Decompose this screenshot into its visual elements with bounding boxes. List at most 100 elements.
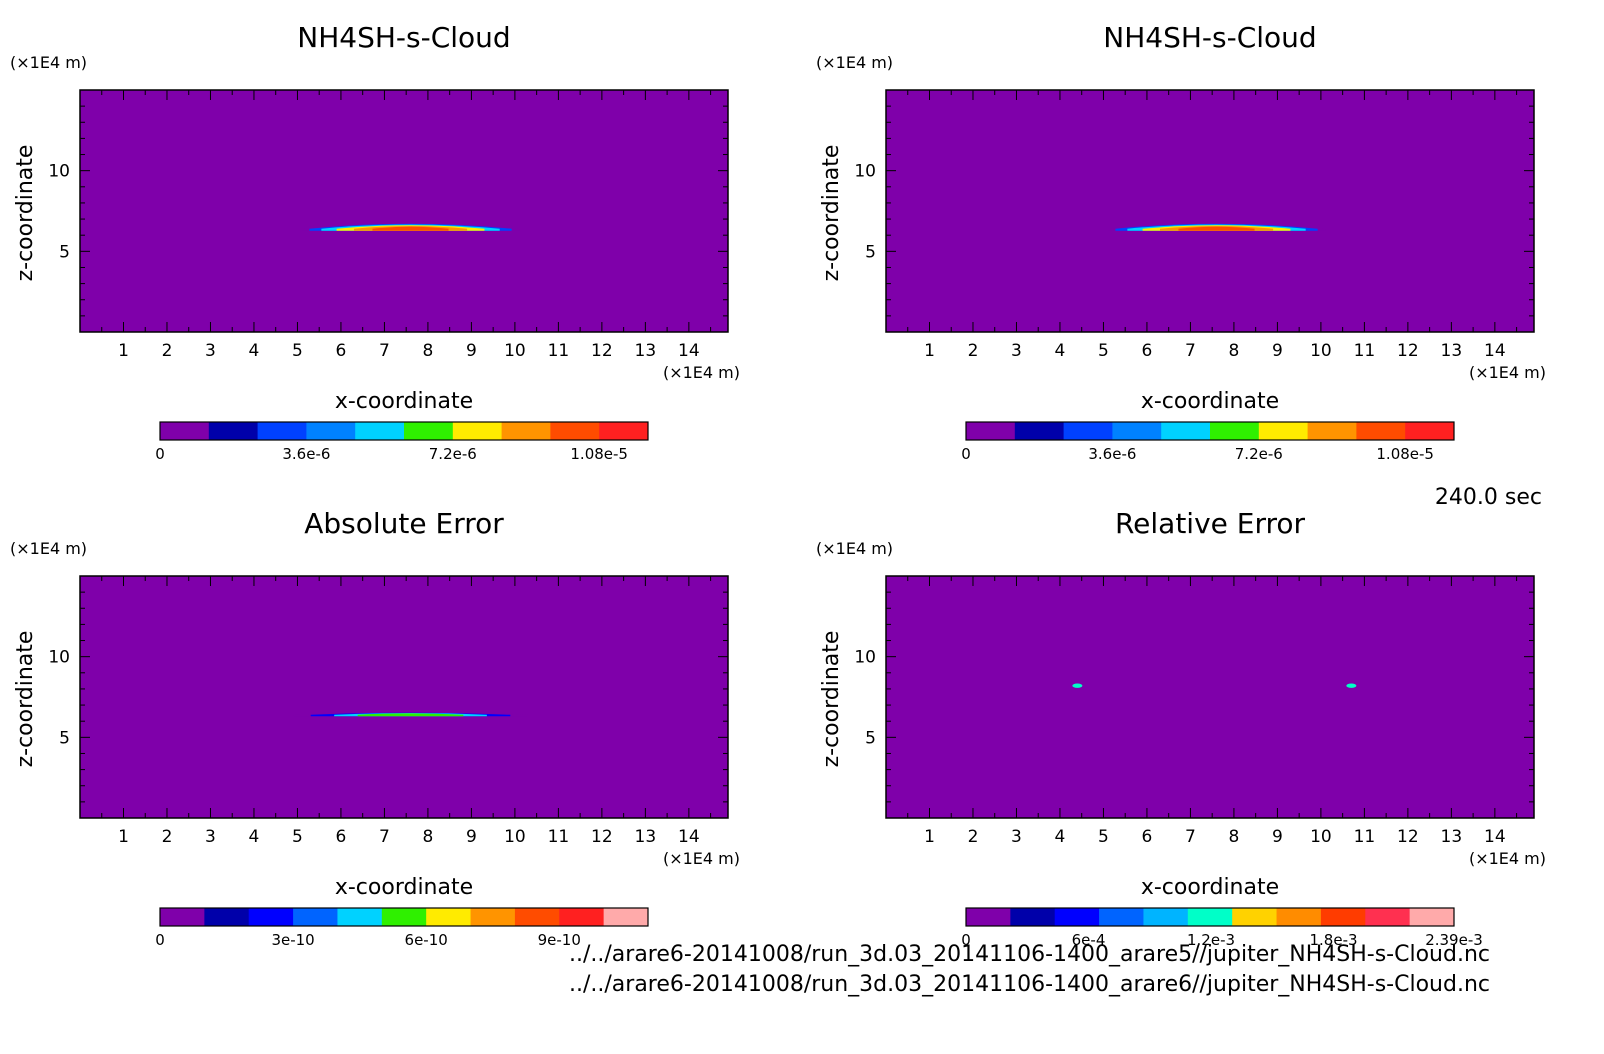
colorbar-segment-1 bbox=[966, 908, 1011, 926]
x-tick-label: 13 bbox=[635, 827, 657, 847]
x-axis-label: x-coordinate bbox=[1141, 875, 1279, 900]
x-tick-label: 13 bbox=[1441, 341, 1463, 361]
x-tick-label: 7 bbox=[1185, 341, 1196, 361]
colorbar-segment-1 bbox=[160, 908, 205, 926]
x-tick-label: 1 bbox=[924, 341, 935, 361]
colorbar-tick-label: 1.08e-5 bbox=[570, 445, 628, 463]
x-unit-label: (×1E4 m) bbox=[663, 363, 740, 382]
cloud-contour-6 bbox=[372, 226, 449, 231]
colorbar-segment-8 bbox=[1307, 422, 1357, 440]
x-tick-label: 3 bbox=[1011, 827, 1022, 847]
chart-panel-2: NH4SH-s-Cloud(×1E4 m)1 2 3 4 5 6 7 8 9 10 11 12 13 14… bbox=[816, 21, 1546, 463]
y-tick-label: 10 bbox=[48, 648, 70, 668]
plot-frame bbox=[885, 575, 1535, 819]
colorbar-segment-6 bbox=[1210, 422, 1260, 440]
x-tick-label: 12 bbox=[591, 341, 613, 361]
x-tick-label: 14 bbox=[678, 341, 700, 361]
x-tick-label: 8 bbox=[423, 827, 434, 847]
chart-title: NH4SH-s-Cloud bbox=[1103, 21, 1316, 54]
colorbar-frame bbox=[965, 907, 1455, 927]
x-tick-label: 13 bbox=[1441, 827, 1463, 847]
y-tick-label: 10 bbox=[854, 648, 876, 668]
error-spot-1 bbox=[1072, 683, 1083, 688]
colorbar-tick-label: 3.6e-6 bbox=[1088, 445, 1136, 463]
colorbar-segment-5 bbox=[1143, 908, 1189, 926]
x-tick-label: 14 bbox=[1484, 827, 1506, 847]
x-tick-label: 10 bbox=[1310, 827, 1332, 847]
colorbar-tick-label: 6e-4 bbox=[1072, 931, 1106, 949]
x-tick-label: 5 bbox=[1098, 341, 1109, 361]
x-tick-label: 3 bbox=[205, 827, 216, 847]
x-tick-label: 4 bbox=[1055, 827, 1066, 847]
x-tick-label: 7 bbox=[379, 827, 390, 847]
x-tick-label: 9 bbox=[466, 341, 477, 361]
colorbar-tick-label: 0 bbox=[155, 445, 165, 463]
x-tick-label: 7 bbox=[1185, 827, 1196, 847]
colorbar-segment-4 bbox=[293, 908, 338, 926]
colorbar: 0 6e-4 1.2e-3 1.8e-3 2.39e-3 bbox=[961, 907, 1483, 949]
plot-frame bbox=[79, 89, 729, 333]
x-tick-label: 2 bbox=[162, 341, 173, 361]
colorbar-segment-2 bbox=[204, 908, 250, 926]
x-tick-label: 12 bbox=[591, 827, 613, 847]
colorbar-segment-1 bbox=[160, 422, 210, 440]
x-tick-label: 3 bbox=[1011, 341, 1022, 361]
colorbar-segment-5 bbox=[1161, 422, 1211, 440]
x-tick-label: 6 bbox=[1142, 827, 1153, 847]
x-tick-label: 1 bbox=[118, 827, 129, 847]
colorbar-frame bbox=[159, 907, 649, 927]
colorbar-segment-10 bbox=[1365, 908, 1411, 926]
colorbar-segment-9 bbox=[1356, 422, 1406, 440]
colorbar-segment-7 bbox=[1232, 908, 1278, 926]
plot-frame bbox=[885, 89, 1535, 333]
chart-panel-3: Absolute Error(×1E4 m)1 2 3 4 5 6 7 8 9 10 11 12 13 1… bbox=[10, 507, 740, 949]
colorbar-tick-label: 3e-10 bbox=[271, 931, 314, 949]
x-tick-label: 9 bbox=[1272, 341, 1283, 361]
colorbar-segment-2 bbox=[1014, 422, 1065, 440]
colorbar-segment-3 bbox=[248, 908, 294, 926]
colorbar-tick-label: 1.8e-3 bbox=[1310, 931, 1358, 949]
x-tick-label: 4 bbox=[249, 827, 260, 847]
cloud-contour-4 bbox=[357, 713, 464, 717]
x-tick-label: 6 bbox=[336, 827, 347, 847]
footer-file-path-1: ../../arare6-20141008/run_3d.03_20141106… bbox=[569, 942, 1490, 967]
x-tick-label: 14 bbox=[1484, 341, 1506, 361]
x-tick-label: 5 bbox=[292, 827, 303, 847]
colorbar-segment-6 bbox=[381, 908, 427, 926]
x-tick-label: 11 bbox=[548, 341, 570, 361]
y-tick-label: 5 bbox=[59, 728, 70, 748]
x-tick-label: 2 bbox=[162, 827, 173, 847]
colorbar-segment-10 bbox=[559, 908, 605, 926]
colorbar-segment-8 bbox=[501, 422, 551, 440]
x-unit-label: (×1E4 m) bbox=[1469, 849, 1546, 868]
colorbar-tick-label: 2.39e-3 bbox=[1425, 931, 1483, 949]
x-tick-label: 12 bbox=[1397, 827, 1419, 847]
colorbar-segment-1 bbox=[966, 422, 1016, 440]
colorbar-tick-label: 7.2e-6 bbox=[429, 445, 477, 463]
x-tick-label: 11 bbox=[548, 827, 570, 847]
y-tick-label: 10 bbox=[48, 162, 70, 182]
colorbar-tick-label: 0 bbox=[961, 931, 971, 949]
x-axis-label: x-coordinate bbox=[335, 389, 473, 414]
x-tick-label: 11 bbox=[1354, 341, 1376, 361]
colorbar-segment-8 bbox=[470, 908, 516, 926]
y-tick-label: 5 bbox=[59, 242, 70, 262]
cloud-contour-6 bbox=[1178, 226, 1255, 231]
x-tick-label: 13 bbox=[635, 341, 657, 361]
colorbar-segment-11 bbox=[1409, 908, 1455, 926]
colorbar-segment-7 bbox=[1258, 422, 1309, 440]
x-tick-label: 10 bbox=[1310, 341, 1332, 361]
colorbar-segment-8 bbox=[1276, 908, 1322, 926]
x-tick-label: 5 bbox=[1098, 827, 1109, 847]
colorbar: 0 3.6e-6 7.2e-6 1.08e-5 bbox=[961, 421, 1455, 463]
colorbar-segment-5 bbox=[337, 908, 383, 926]
x-axis-label: x-coordinate bbox=[1141, 389, 1279, 414]
colorbar-tick-label: 0 bbox=[155, 931, 165, 949]
x-tick-label: 9 bbox=[1272, 827, 1283, 847]
y-tick-label: 5 bbox=[865, 728, 876, 748]
plot-field bbox=[80, 576, 728, 818]
chart-title: Absolute Error bbox=[304, 507, 504, 540]
y-unit-label: (×1E4 m) bbox=[816, 539, 893, 558]
colorbar: 0 3e-10 6e-10 9e-10 bbox=[155, 907, 649, 949]
